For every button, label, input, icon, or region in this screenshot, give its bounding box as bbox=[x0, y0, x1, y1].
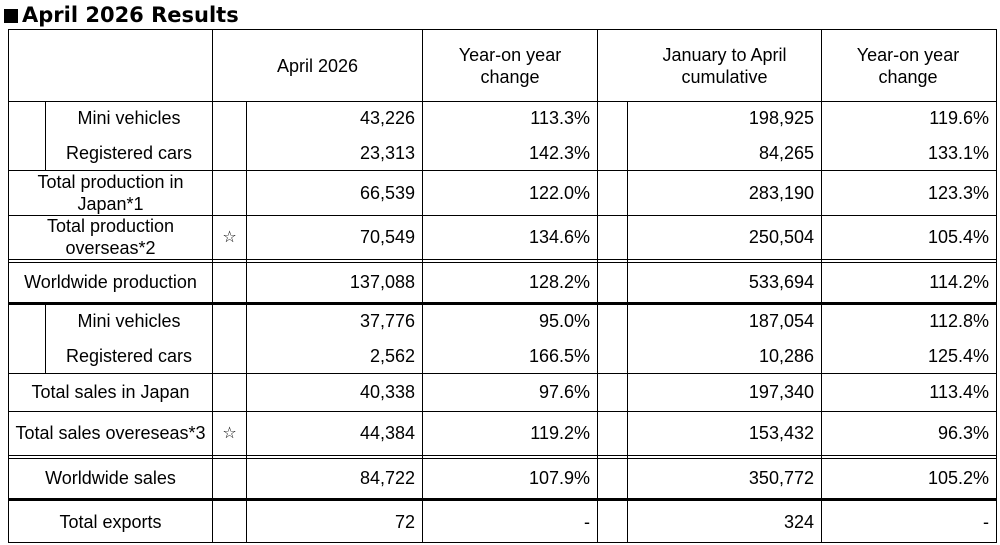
row-label: Registered cars bbox=[65, 142, 193, 163]
cumulative-value: 10,286 bbox=[758, 345, 814, 366]
april-yoy-change: 113.3% bbox=[530, 108, 590, 128]
cumulative-yoy-change: 105.4% bbox=[927, 227, 989, 247]
row-label: Mini vehicles bbox=[77, 311, 181, 331]
header-cumulative-yoy-change: Year-on year change bbox=[856, 44, 960, 87]
star-icon bbox=[213, 101, 246, 135]
april-value: 23,313 bbox=[359, 142, 415, 163]
square-bullet-icon bbox=[4, 9, 18, 23]
row-label: Mini vehicles bbox=[77, 108, 181, 128]
cumulative-value: 197,340 bbox=[748, 382, 814, 402]
cumulative-yoy-change: 105.2% bbox=[927, 468, 989, 488]
row-label: Total production overseas*2 bbox=[46, 216, 175, 258]
star-icon bbox=[213, 501, 246, 542]
cumulative-value: 324 bbox=[783, 511, 814, 532]
row-label: Registered cars bbox=[65, 345, 193, 366]
april-yoy-change: 122.0% bbox=[528, 182, 590, 203]
cumulative-value: 187,054 bbox=[748, 311, 814, 331]
april-yoy-change: - bbox=[584, 511, 590, 532]
april-value: 37,776 bbox=[359, 311, 415, 331]
cumulative-yoy-change: 96.3% bbox=[937, 423, 989, 443]
row-label: Worldwide production bbox=[24, 272, 197, 292]
cumulative-value: 283,190 bbox=[748, 182, 814, 203]
row-label: Total sales in Japan bbox=[31, 382, 190, 402]
cumulative-value: 250,504 bbox=[748, 227, 814, 247]
row-label: Total exports bbox=[59, 511, 162, 532]
page-title: April 2026 Results bbox=[4, 2, 239, 28]
april-yoy-change: 142.3% bbox=[528, 142, 590, 163]
cumulative-value: 153,432 bbox=[748, 423, 814, 443]
april-value: 66,539 bbox=[359, 182, 415, 203]
cumulative-yoy-change: 123.3% bbox=[927, 182, 989, 203]
star-icon bbox=[213, 373, 246, 411]
header-april-2026: April 2026 bbox=[276, 55, 359, 76]
star-icon bbox=[213, 262, 246, 302]
header-yoy-change: Year-on year change bbox=[458, 44, 562, 87]
april-yoy-change: 119.2% bbox=[530, 423, 590, 443]
cumulative-yoy-change: 133.1% bbox=[927, 142, 989, 163]
star-icon bbox=[213, 170, 246, 215]
april-yoy-change: 134.6% bbox=[528, 227, 590, 247]
star-icon bbox=[213, 304, 246, 338]
april-value: 40,338 bbox=[359, 382, 415, 402]
cumulative-value: 350,772 bbox=[748, 468, 814, 488]
april-yoy-change: 95.0% bbox=[538, 311, 590, 331]
april-value: 44,384 bbox=[359, 423, 415, 443]
star-icon bbox=[213, 338, 246, 373]
april-value: 84,722 bbox=[359, 468, 415, 488]
star-icon: ☆ bbox=[222, 227, 237, 246]
april-yoy-change: 128.2% bbox=[528, 272, 590, 292]
star-icon: ☆ bbox=[222, 423, 237, 442]
star-icon bbox=[213, 458, 246, 498]
cumulative-yoy-change: - bbox=[983, 511, 989, 532]
row-label: Worldwide sales bbox=[45, 468, 176, 488]
cumulative-value: 198,925 bbox=[748, 108, 814, 128]
cumulative-yoy-change: 112.8% bbox=[929, 311, 989, 331]
cumulative-value: 533,694 bbox=[748, 272, 814, 292]
april-value: 137,088 bbox=[349, 272, 415, 292]
title-text: April 2026 Results bbox=[22, 3, 239, 27]
april-yoy-change: 107.9% bbox=[528, 468, 590, 488]
cumulative-value: 84,265 bbox=[758, 142, 814, 163]
cumulative-yoy-change: 114.2% bbox=[929, 272, 989, 292]
row-label: Total sales overeseas*3 bbox=[15, 423, 206, 443]
cumulative-yoy-change: 113.4% bbox=[929, 382, 989, 402]
cumulative-yoy-change: 125.4% bbox=[927, 345, 989, 366]
april-value: 2,562 bbox=[369, 345, 415, 366]
april-value: 70,549 bbox=[359, 227, 415, 247]
row-label: Total production in Japan*1 bbox=[37, 171, 184, 214]
april-yoy-change: 97.6% bbox=[538, 382, 590, 402]
april-yoy-change: 166.5% bbox=[528, 345, 590, 366]
star-icon bbox=[213, 135, 246, 170]
april-value: 43,226 bbox=[359, 108, 415, 128]
april-value: 72 bbox=[394, 511, 415, 532]
header-jan-apr-cumulative: January to April cumulative bbox=[662, 44, 787, 87]
cumulative-yoy-change: 119.6% bbox=[929, 108, 989, 128]
